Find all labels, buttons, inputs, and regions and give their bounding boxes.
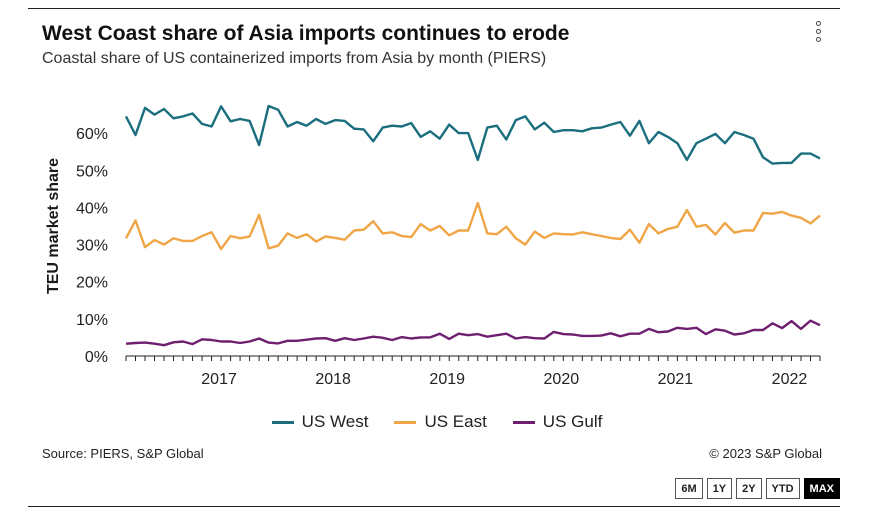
source-note: Source: PIERS, S&P Global (42, 446, 204, 461)
legend-swatch (394, 420, 417, 424)
x-axis: 2017 2018 2019 2020 2021 2022 (125, 355, 821, 388)
top-rule (28, 8, 840, 9)
legend-item-us-gulf[interactable]: US Gulf (512, 412, 603, 432)
legend-item-us-west[interactable]: US West (271, 412, 369, 432)
legend-label: US Gulf (542, 412, 603, 431)
y-axis: 0% 10% 20% 30% 40% 50% 60% (76, 126, 108, 366)
menu-dot (815, 29, 821, 34)
legend-label: US East (424, 412, 487, 431)
x-tick-label: 2017 (201, 371, 237, 388)
series-line-us-west (124, 104, 821, 165)
y-tick-label: 50% (76, 163, 108, 180)
legend-label: US West (301, 412, 369, 431)
y-tick-label: 60% (76, 126, 108, 143)
copyright-note: © 2023 S&P Global (709, 446, 822, 461)
more-vertical-icon[interactable] (810, 21, 826, 49)
bottom-rule (28, 506, 840, 507)
series-line-us-gulf (125, 319, 821, 347)
series-line-us-east (124, 201, 821, 251)
legend-item-us-east[interactable]: US East (394, 412, 487, 432)
y-axis-label: TEU market share (45, 158, 62, 294)
series-lines (124, 104, 821, 347)
x-tick-label: 2021 (658, 371, 694, 388)
range-button-ytd[interactable]: YTD (765, 478, 800, 499)
range-button-2y[interactable]: 2Y (736, 478, 762, 499)
x-tick-label: 2020 (544, 371, 580, 388)
y-tick-label: 40% (76, 200, 108, 217)
range-button-1y[interactable]: 1Y (706, 478, 733, 499)
menu-dot (815, 37, 821, 42)
legend-swatch (512, 420, 535, 424)
chart-title: West Coast share of Asia imports continu… (42, 22, 570, 45)
menu-dot (815, 21, 821, 26)
line-chart: 0% 10% 20% 30% 40% 50% 60% 2017 2018 2019 2020 202… (45, 104, 821, 388)
x-tick-label: 2018 (315, 371, 351, 388)
range-button-max[interactable]: MAX (803, 478, 840, 499)
y-tick-label: 30% (76, 238, 108, 255)
x-tick-label: 2022 (772, 371, 808, 388)
x-tick-label: 2019 (429, 371, 465, 388)
chart-legend: US West US East US Gulf (0, 412, 874, 432)
legend-swatch (271, 420, 294, 424)
y-tick-label: 0% (85, 349, 108, 366)
y-tick-label: 20% (76, 275, 108, 292)
range-button-6m[interactable]: 6M (675, 478, 703, 499)
chart-subtitle: Coastal share of US containerized import… (42, 50, 547, 67)
range-selector: 6M 1Y 2Y YTD MAX (675, 478, 840, 499)
y-tick-label: 10% (76, 312, 108, 329)
